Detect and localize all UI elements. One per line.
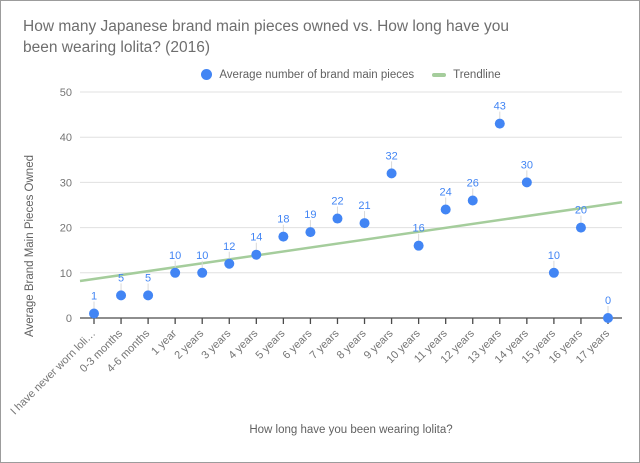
point-label: 0: [605, 295, 611, 307]
data-point[interactable]: [548, 267, 559, 278]
x-axis-title: How long have you been wearing lolita?: [249, 424, 453, 436]
y-axis-tick-label: 30: [60, 177, 72, 189]
point-label: 21: [358, 200, 370, 212]
data-point[interactable]: [332, 213, 343, 224]
y-axis-tick-label: 40: [60, 132, 72, 144]
y-axis-tick-label: 10: [60, 268, 72, 280]
data-point[interactable]: [467, 195, 478, 206]
data-point[interactable]: [521, 177, 532, 188]
chart-title-line2: been wearing lolita? (2016): [23, 39, 210, 56]
data-point[interactable]: [359, 218, 370, 229]
legend: Average number of brand main pieces Tren…: [80, 67, 622, 82]
chart-title: How many Japanese brand main pieces owne…: [23, 16, 603, 58]
data-point[interactable]: [575, 222, 586, 233]
data-point[interactable]: [116, 290, 127, 301]
chart-title-line1: How many Japanese brand main pieces owne…: [23, 18, 509, 35]
data-point[interactable]: [603, 313, 613, 323]
data-point[interactable]: [197, 267, 208, 278]
data-point[interactable]: [251, 249, 262, 260]
legend-series-label: Average number of brand main pieces: [219, 68, 415, 81]
point-label: 5: [145, 272, 151, 284]
data-point[interactable]: [170, 267, 181, 278]
point-label: 16: [413, 223, 425, 235]
point-label: 18: [277, 214, 289, 226]
point-label: 10: [169, 250, 181, 262]
trendline-marker-icon: [432, 72, 447, 77]
data-point[interactable]: [224, 258, 235, 269]
point-label: 22: [331, 196, 343, 208]
data-point[interactable]: [305, 227, 316, 238]
point-label: 19: [304, 209, 316, 221]
data-point[interactable]: [413, 240, 424, 251]
series-marker-icon: [201, 69, 213, 80]
legend-item-series: Average number of brand main pieces: [201, 69, 414, 81]
y-axis-tick-label: 0: [66, 313, 72, 325]
point-label: 24: [440, 187, 452, 199]
point-label: 43: [494, 101, 506, 113]
point-label: 10: [548, 250, 560, 262]
trendline: [79, 201, 623, 283]
legend-item-trendline: Trendline: [432, 69, 501, 81]
data-point[interactable]: [89, 308, 99, 319]
point-label: 32: [385, 150, 397, 162]
point-label: 14: [250, 232, 262, 244]
point-label: 20: [575, 205, 587, 217]
data-point[interactable]: [143, 290, 154, 301]
data-point[interactable]: [386, 168, 397, 179]
point-label: 12: [223, 241, 235, 253]
data-point[interactable]: [440, 204, 451, 215]
data-point[interactable]: [278, 231, 289, 242]
point-label: 5: [118, 272, 124, 284]
point-label: 30: [521, 159, 533, 171]
data-point[interactable]: [494, 118, 505, 129]
point-label: 10: [196, 250, 208, 262]
legend-trendline-label: Trendline: [453, 68, 501, 81]
y-axis-tick-label: 20: [60, 223, 72, 235]
point-label: 26: [467, 177, 479, 189]
y-axis-tick-label: 50: [60, 87, 72, 99]
point-label: 1: [91, 290, 97, 302]
